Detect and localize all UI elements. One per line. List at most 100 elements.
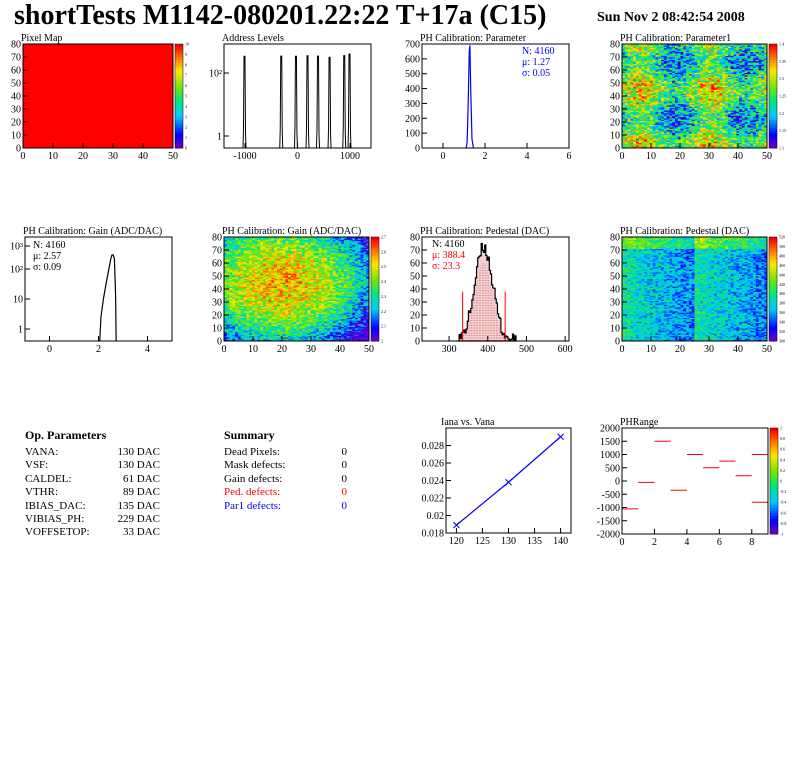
heatmap-cell [755,62,759,64]
heatmap-cell [727,97,732,99]
heatmap-cell [677,136,681,138]
heatmap-cell [705,106,709,108]
heatmap-cell [229,242,233,244]
heatmap-cell [705,142,709,145]
heatmap-cell [224,237,228,239]
heatmap-cell [688,75,693,77]
heatmap-cell [708,122,712,124]
heatmap-cell [644,135,648,137]
heatmap-cell [232,278,236,281]
heatmap-cell [711,47,715,50]
heatmap-cell [744,66,748,68]
heatmap-cell [237,272,242,274]
heatmap-cell [669,45,673,47]
x-tick-label: 20 [675,151,685,162]
heatmap-cell [744,57,748,59]
heatmap-cell [649,129,653,132]
heatmap-cell [680,112,684,115]
heatmap-cell [663,141,667,144]
heatmap-cell [663,68,667,71]
heatmap-cell [224,315,228,317]
heatmap-cell [655,125,659,128]
heatmap-cell [226,255,230,257]
heatmap-cell [736,123,740,125]
palette-cell [175,111,183,115]
heatmap-cell [240,253,244,256]
heatmap-cell [730,105,734,107]
palette-cell [769,109,777,113]
heatmap-cell [688,53,693,55]
heatmap-cell [644,57,648,59]
heatmap-cell [641,129,645,132]
heatmap-cell [672,101,676,103]
heatmap-cell [655,62,659,64]
heatmap-cell [730,84,734,86]
heatmap-cell [764,46,768,49]
heatmap-cell [680,90,684,93]
heatmap-cell [747,58,751,60]
heatmap-cell [658,90,662,93]
heatmap-cell [647,68,651,71]
heatmap-cell [229,322,233,325]
palette-cell [769,129,777,133]
heatmap-cell [688,119,693,121]
heatmap-cell [705,57,709,59]
heatmap-cell [661,86,665,89]
heatmap-cell [647,145,651,147]
heatmap-cell [686,66,690,68]
heatmap-cell [702,60,706,63]
heatmap-cell [635,145,640,147]
heatmap-cell [694,62,698,64]
heatmap-cell [691,70,695,72]
heatmap-cell [638,60,642,63]
heatmap-cell [243,274,247,277]
heatmap-cell [232,268,236,270]
heatmap-cell [764,81,768,84]
heatmap-cell [688,115,693,118]
heatmap-cell [697,112,701,115]
heatmap-cell [688,127,693,129]
heatmap-cell [744,50,748,53]
heatmap-cell [641,53,645,55]
heatmap-cell [708,128,712,131]
y-tick-label: 40 [610,92,620,103]
heatmap-cell [229,277,233,279]
heatmap-cell [655,76,659,79]
heatmap-cell [705,72,709,75]
heatmap-cell [747,114,751,116]
heatmap-cell [232,321,236,324]
heatmap-cell [739,75,743,77]
heatmap-cell [722,84,726,86]
heatmap-cell [237,326,242,329]
heatmap-cell [641,132,645,134]
heatmap-cell [725,135,729,137]
heatmap-cell [730,140,734,142]
heatmap-cell [697,92,701,94]
heatmap-cell [633,133,637,136]
heatmap-cell [739,94,743,97]
heatmap-cell [714,123,718,125]
heatmap-cell [739,84,743,86]
heatmap-cell [711,144,715,146]
heatmap-cell [232,270,236,273]
heatmap-cell [638,129,642,132]
heatmap-cell [688,145,693,147]
timestamp: Sun Nov 2 08:42:54 2008 [597,10,745,25]
heatmap-cell [658,49,662,51]
heatmap-cell [719,83,723,85]
heatmap-cell [761,129,765,132]
heatmap-cell [224,246,228,248]
heatmap-cell [672,51,676,54]
heatmap-cell [683,101,687,103]
heatmap-cell [666,64,670,67]
heatmap-cell [747,118,751,120]
heatmap-cell [744,118,748,120]
heatmap-cell [240,325,244,327]
heatmap-cell [716,131,720,133]
heatmap-cell [708,141,712,144]
heatmap-cell [658,53,662,55]
heatmap-cell [633,132,637,134]
heatmap-cell [744,62,748,64]
heatmap-cell [733,55,737,58]
heatmap-cell [638,145,642,147]
